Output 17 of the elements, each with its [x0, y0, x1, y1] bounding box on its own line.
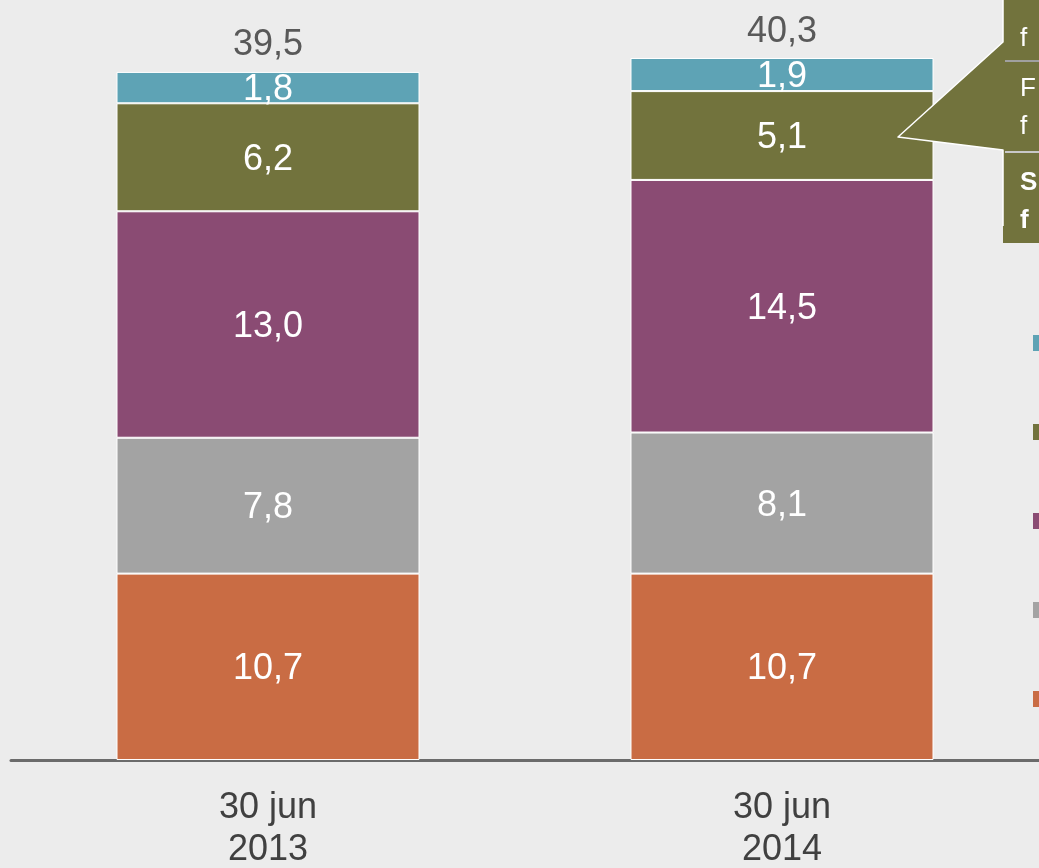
- x-tick-label: 30 jun 2014: [732, 784, 832, 868]
- data-label: 6,2: [242, 136, 294, 178]
- text: f: [1020, 22, 1028, 52]
- annotation: S f: [1020, 166, 1038, 234]
- annotation: F f: [1020, 72, 1036, 140]
- data-label: 13,0: [232, 304, 304, 346]
- data-label: 10,7: [232, 646, 304, 688]
- total-label: 40,3: [746, 8, 818, 50]
- data-label: 7,8: [242, 485, 294, 527]
- total-label: 39,5: [232, 22, 304, 64]
- data-label: 8,1: [756, 482, 808, 524]
- data-label: 1,9: [756, 54, 808, 96]
- data-label: 5,1: [756, 115, 808, 157]
- x-tick-label: 30 jun 2013: [218, 784, 318, 868]
- data-label: 14,5: [746, 285, 818, 327]
- data-label: 10,7: [746, 646, 818, 688]
- data-label: 1,8: [242, 67, 294, 109]
